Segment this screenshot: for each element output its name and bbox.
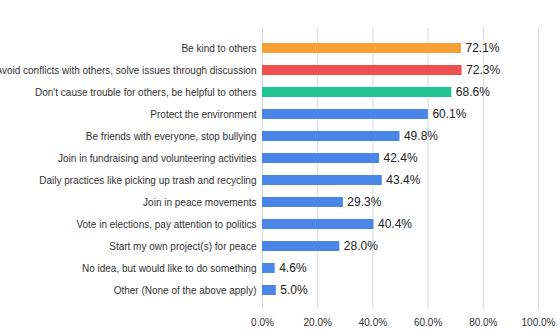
svg-text:5.0%: 5.0% [280,283,308,297]
svg-text:0.0%: 0.0% [251,317,274,328]
svg-text:Daily practices like picking u: Daily practices like picking up trash an… [39,175,256,186]
svg-text:Vote in elections, pay attenti: Vote in elections, pay attention to poli… [76,219,256,230]
svg-text:100.0%: 100.0% [522,317,556,328]
svg-text:Don't cause trouble for others: Don't cause trouble for others, be helpf… [35,87,256,98]
svg-text:49.8%: 49.8% [404,129,438,143]
svg-text:Start my own project(s) for pe: Start my own project(s) for peace [109,241,257,252]
svg-text:Join in fundraising and volunt: Join in fundraising and volunteering act… [58,153,256,164]
svg-text:29.3%: 29.3% [347,195,381,209]
svg-text:20.0%: 20.0% [304,317,332,328]
svg-text:28.0%: 28.0% [344,239,378,253]
svg-text:Other (None of the above apply: Other (None of the above apply) [114,285,257,296]
svg-text:60.0%: 60.0% [414,317,442,328]
svg-text:72.1%: 72.1% [465,41,499,55]
svg-text:No idea, but would like to do: No idea, but would like to do something [82,263,257,274]
svg-text:40.4%: 40.4% [378,217,412,231]
svg-text:Be friends with everyone, stop: Be friends with everyone, stop bullying [86,131,257,142]
svg-text:72.3%: 72.3% [466,63,500,77]
svg-text:42.4%: 42.4% [384,151,418,165]
svg-text:68.6%: 68.6% [456,85,490,99]
svg-text:Be kind to others: Be kind to others [181,43,256,54]
svg-text:40.0%: 40.0% [359,317,387,328]
svg-text:80.0%: 80.0% [469,317,497,328]
svg-text:Join in peace movements: Join in peace movements [143,197,256,208]
svg-text:60.1%: 60.1% [432,107,466,121]
svg-text:Avoid conflicts with others, s: Avoid conflicts with others, solve issue… [0,65,257,76]
svg-text:4.6%: 4.6% [279,261,307,275]
svg-text:43.4%: 43.4% [386,173,420,187]
svg-text:Protect the environment: Protect the environment [150,109,256,120]
